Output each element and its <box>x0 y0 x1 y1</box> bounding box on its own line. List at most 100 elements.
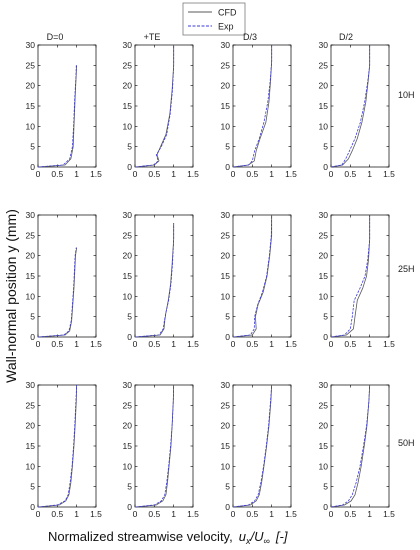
panel-25H-D/2: 0 5 10 15 20 25 30 0 0.5 1 1.5 <box>319 210 396 349</box>
y-tick-label: 30 <box>123 210 133 220</box>
panel-10H-+TE: 0 5 10 15 20 25 30 0 0.5 1 1.5 <box>123 40 200 179</box>
y-tick-label: 25 <box>26 400 36 410</box>
panel-frame <box>330 44 390 168</box>
y-tick-label: 10 <box>26 121 36 131</box>
x-tick-label: 1.5 <box>285 509 297 519</box>
y-tick-label: 25 <box>26 230 36 240</box>
panel-frame <box>134 44 194 168</box>
y-tick-label: 15 <box>319 271 329 281</box>
panel-frame <box>232 384 292 508</box>
x-tick-label: 1.5 <box>90 509 102 519</box>
x-tick-label: 1.5 <box>187 339 199 349</box>
y-tick-label: 25 <box>319 60 329 70</box>
y-tick-label: 5 <box>323 482 328 492</box>
y-tick-label: 0 <box>323 162 328 172</box>
x-tick-label: 0.5 <box>148 169 160 179</box>
y-tick-label: 10 <box>319 291 329 301</box>
row-title-10h: 10H <box>398 90 415 100</box>
y-tick-label: 5 <box>225 142 230 152</box>
x-tick-label: 1.5 <box>285 169 297 179</box>
x-tick-label: 0 <box>329 509 334 519</box>
y-tick-label: 5 <box>30 142 35 152</box>
legend: CFD Exp <box>182 2 246 36</box>
x-tick-label: 1 <box>269 339 274 349</box>
series-line-exp <box>134 45 175 168</box>
column-title-d0: D=0 <box>47 32 64 42</box>
series-line-cfd <box>134 223 175 338</box>
x-axis-label-unit: [-] <box>275 529 288 544</box>
x-tick-label: 0 <box>329 169 334 179</box>
x-tick-label: 1.5 <box>383 339 395 349</box>
y-tick-label: 15 <box>26 101 36 111</box>
y-tick-label: 20 <box>26 81 36 91</box>
x-tick-label: 0 <box>36 509 41 519</box>
x-tick-label: 0 <box>329 339 334 349</box>
y-tick-label: 25 <box>221 60 231 70</box>
y-tick-label: 30 <box>26 40 36 50</box>
y-tick-label: 5 <box>323 142 328 152</box>
panel-10H-D/3: 0 5 10 15 20 25 30 0 0.5 1 1.5 <box>221 40 298 179</box>
y-tick-label: 0 <box>127 502 132 512</box>
series-line-exp <box>134 223 175 338</box>
y-tick-label: 30 <box>319 40 329 50</box>
panel-frame <box>134 214 194 338</box>
y-tick-label: 25 <box>221 230 231 240</box>
panel-frame <box>134 384 194 508</box>
y-tick-label: 15 <box>123 271 133 281</box>
y-tick-label: 0 <box>30 332 35 342</box>
x-tick-label: 1.5 <box>187 509 199 519</box>
panel-frame <box>330 214 390 338</box>
series-line-exp <box>330 215 371 338</box>
x-tick-label: 0 <box>231 339 236 349</box>
y-tick-label: 10 <box>221 121 231 131</box>
y-axis-label: Wall-normal position y (mm) <box>3 209 19 383</box>
panel-frame <box>232 214 292 338</box>
series-line-cfd <box>330 45 371 168</box>
legend-box <box>182 2 246 36</box>
x-tick-label: 1.5 <box>285 339 297 349</box>
x-axis-label-text: Normalized streamwise velocity, <box>48 529 233 544</box>
y-tick-label: 15 <box>221 271 231 281</box>
y-tick-label: 0 <box>30 502 35 512</box>
y-tick-label: 0 <box>225 162 230 172</box>
x-axis-label: Normalized streamwise velocity, ux/U∞ [-] <box>48 529 288 546</box>
series-line-cfd <box>37 65 78 168</box>
panel-50H-+TE: 0 5 10 15 20 25 30 0 0.5 1 1.5 <box>123 380 200 519</box>
x-tick-label: 0 <box>231 169 236 179</box>
y-tick-label: 30 <box>26 380 36 390</box>
x-tick-label: 1 <box>269 169 274 179</box>
column-title-d3: D/3 <box>243 32 257 42</box>
series-line-exp <box>37 247 77 338</box>
y-tick-label: 15 <box>26 441 36 451</box>
y-tick-label: 0 <box>30 162 35 172</box>
panel-10H-D=0: 0 5 10 15 20 25 30 0 0.5 1 1.5 <box>26 40 103 179</box>
y-tick-label: 5 <box>323 312 328 322</box>
series-line-cfd <box>330 215 371 338</box>
panel-50H-D/3: 0 5 10 15 20 25 30 0 0.5 1 1.5 <box>221 380 298 519</box>
y-tick-label: 15 <box>123 101 133 111</box>
y-tick-label: 15 <box>26 271 36 281</box>
panel-frame <box>232 44 292 168</box>
y-tick-label: 25 <box>123 400 133 410</box>
x-tick-label: 0 <box>133 339 138 349</box>
y-tick-label: 0 <box>323 502 328 512</box>
panel-frame <box>37 384 97 508</box>
row-title-50h: 50H <box>398 438 415 448</box>
y-tick-label: 20 <box>123 251 133 261</box>
series-line-exp <box>134 384 175 508</box>
y-tick-label: 10 <box>319 121 329 131</box>
x-tick-label: 0 <box>36 169 41 179</box>
y-tick-label: 30 <box>319 210 329 220</box>
y-tick-label: 10 <box>221 461 231 471</box>
y-tick-label: 20 <box>221 251 231 261</box>
y-tick-label: 5 <box>30 482 35 492</box>
y-tick-label: 0 <box>225 332 230 342</box>
y-tick-label: 0 <box>127 332 132 342</box>
x-tick-label: 1 <box>74 509 79 519</box>
x-tick-label: 0.5 <box>51 509 63 519</box>
y-tick-label: 25 <box>123 230 133 240</box>
series-line-cfd <box>232 215 273 338</box>
x-axis-label-u: u <box>239 529 246 544</box>
